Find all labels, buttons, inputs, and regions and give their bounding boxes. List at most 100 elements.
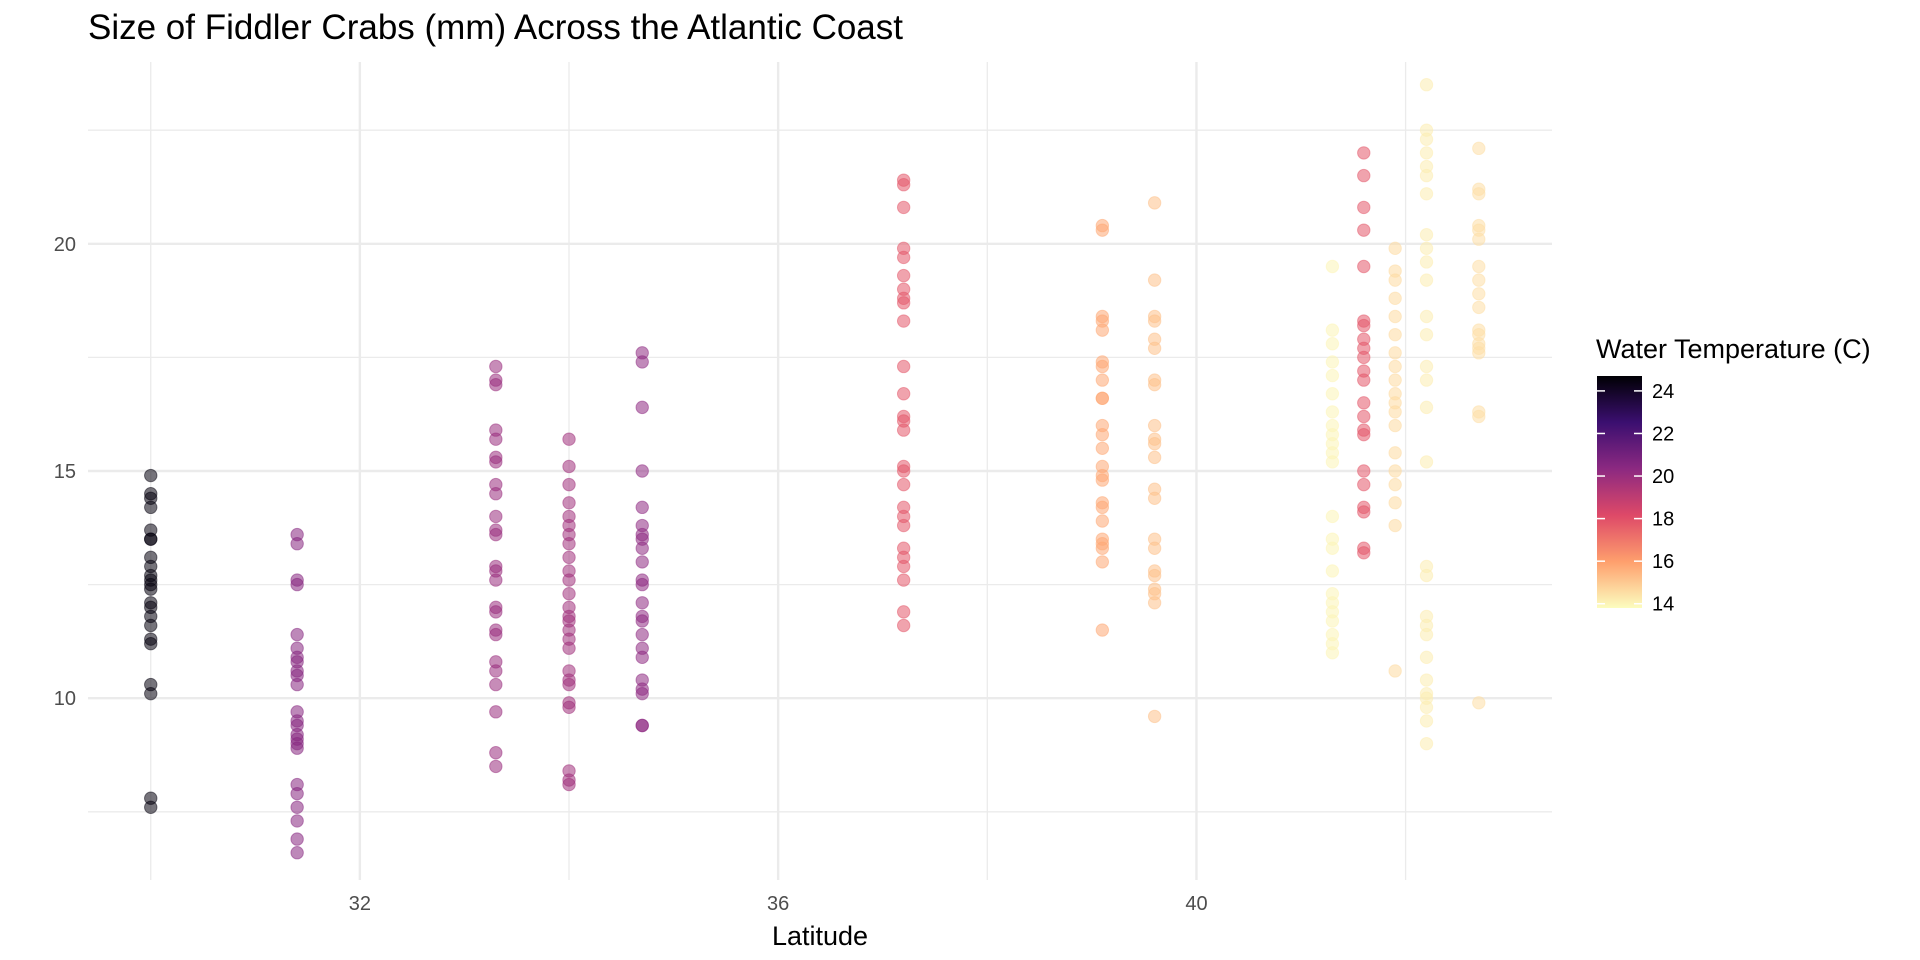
data-point xyxy=(1357,350,1371,365)
data-point xyxy=(1357,200,1371,215)
data-point xyxy=(1357,546,1371,560)
data-point xyxy=(1325,455,1340,469)
data-point xyxy=(1419,400,1434,415)
data-point xyxy=(1419,455,1434,469)
data-point xyxy=(1388,373,1402,387)
legend-tick-label: 24 xyxy=(1652,381,1674,403)
data-point xyxy=(1419,373,1434,387)
data-point xyxy=(1095,500,1110,515)
data-point xyxy=(1357,223,1371,237)
data-point xyxy=(1147,418,1162,433)
data-point xyxy=(1472,287,1486,301)
axis-tick-labels: 32 36 40 10 15 20 xyxy=(54,234,1208,915)
x-axis-title: Latitude xyxy=(772,921,868,951)
data-point xyxy=(290,814,304,828)
legend-tick-label: 14 xyxy=(1652,594,1674,616)
data-point xyxy=(562,550,576,565)
data-point xyxy=(1472,187,1486,201)
data-point xyxy=(1388,346,1402,360)
data-point xyxy=(1388,464,1402,478)
data-point xyxy=(1419,327,1434,342)
data-point xyxy=(1357,259,1371,274)
data-point xyxy=(1472,409,1486,424)
data-point xyxy=(144,800,158,814)
data-point xyxy=(896,605,911,619)
data-point xyxy=(290,537,304,551)
data-point xyxy=(896,618,911,633)
data-point xyxy=(1388,359,1402,374)
data-point xyxy=(635,614,649,628)
data-point xyxy=(1419,736,1434,751)
data-points xyxy=(144,78,1486,860)
data-point xyxy=(1388,405,1402,419)
data-point xyxy=(290,786,304,801)
data-point xyxy=(489,359,503,374)
data-point xyxy=(1388,273,1402,287)
data-point xyxy=(635,686,649,701)
data-point xyxy=(1388,446,1402,460)
data-point xyxy=(1388,327,1402,342)
data-point xyxy=(290,677,304,692)
data-point xyxy=(1419,241,1434,256)
data-point xyxy=(144,582,158,596)
data-point xyxy=(489,455,503,469)
data-point xyxy=(635,650,649,665)
legend-tick-label: 18 xyxy=(1652,509,1674,531)
data-point xyxy=(290,741,304,755)
data-point xyxy=(1095,514,1110,528)
data-point xyxy=(562,537,576,551)
data-point xyxy=(144,500,158,515)
data-point xyxy=(1388,477,1402,492)
data-point xyxy=(1388,518,1402,533)
data-point xyxy=(489,664,503,678)
data-point xyxy=(562,587,576,601)
data-point xyxy=(144,532,158,546)
data-point xyxy=(489,677,503,692)
data-point xyxy=(562,641,576,655)
data-point xyxy=(896,559,911,574)
data-point xyxy=(896,477,911,492)
data-point xyxy=(635,577,649,592)
data-point xyxy=(896,518,911,533)
data-point xyxy=(562,496,576,510)
data-point xyxy=(1388,241,1402,256)
legend-tick-label: 16 xyxy=(1652,551,1674,573)
data-point xyxy=(1095,473,1110,487)
data-point xyxy=(635,355,649,369)
data-point xyxy=(562,573,576,587)
data-point xyxy=(896,178,911,192)
data-point xyxy=(1095,373,1110,387)
data-point xyxy=(562,677,576,692)
data-point xyxy=(1325,323,1340,337)
data-point xyxy=(290,627,304,642)
data-point xyxy=(1357,396,1371,410)
data-point xyxy=(144,636,158,651)
data-point xyxy=(1419,168,1434,183)
data-point xyxy=(489,573,503,587)
data-point xyxy=(1325,368,1340,383)
data-point xyxy=(1357,477,1371,492)
data-point xyxy=(290,800,304,814)
y-tick-label: 20 xyxy=(54,234,76,256)
data-point xyxy=(1325,541,1340,555)
data-point xyxy=(290,846,304,860)
data-point xyxy=(1419,227,1434,242)
data-point xyxy=(1419,568,1434,583)
data-point xyxy=(489,509,503,524)
data-point xyxy=(1325,405,1340,419)
data-point xyxy=(896,200,911,215)
data-point xyxy=(144,618,158,633)
data-point xyxy=(1147,709,1162,724)
data-point xyxy=(1147,491,1162,505)
data-point xyxy=(1357,318,1371,333)
data-point xyxy=(1388,309,1402,324)
data-point xyxy=(489,377,503,392)
data-point xyxy=(144,686,158,701)
data-point xyxy=(1095,623,1110,637)
data-point xyxy=(489,759,503,774)
data-point xyxy=(1147,596,1162,610)
data-point xyxy=(1325,614,1340,628)
data-point xyxy=(489,605,503,619)
data-point xyxy=(1472,232,1486,246)
data-point xyxy=(562,777,576,792)
